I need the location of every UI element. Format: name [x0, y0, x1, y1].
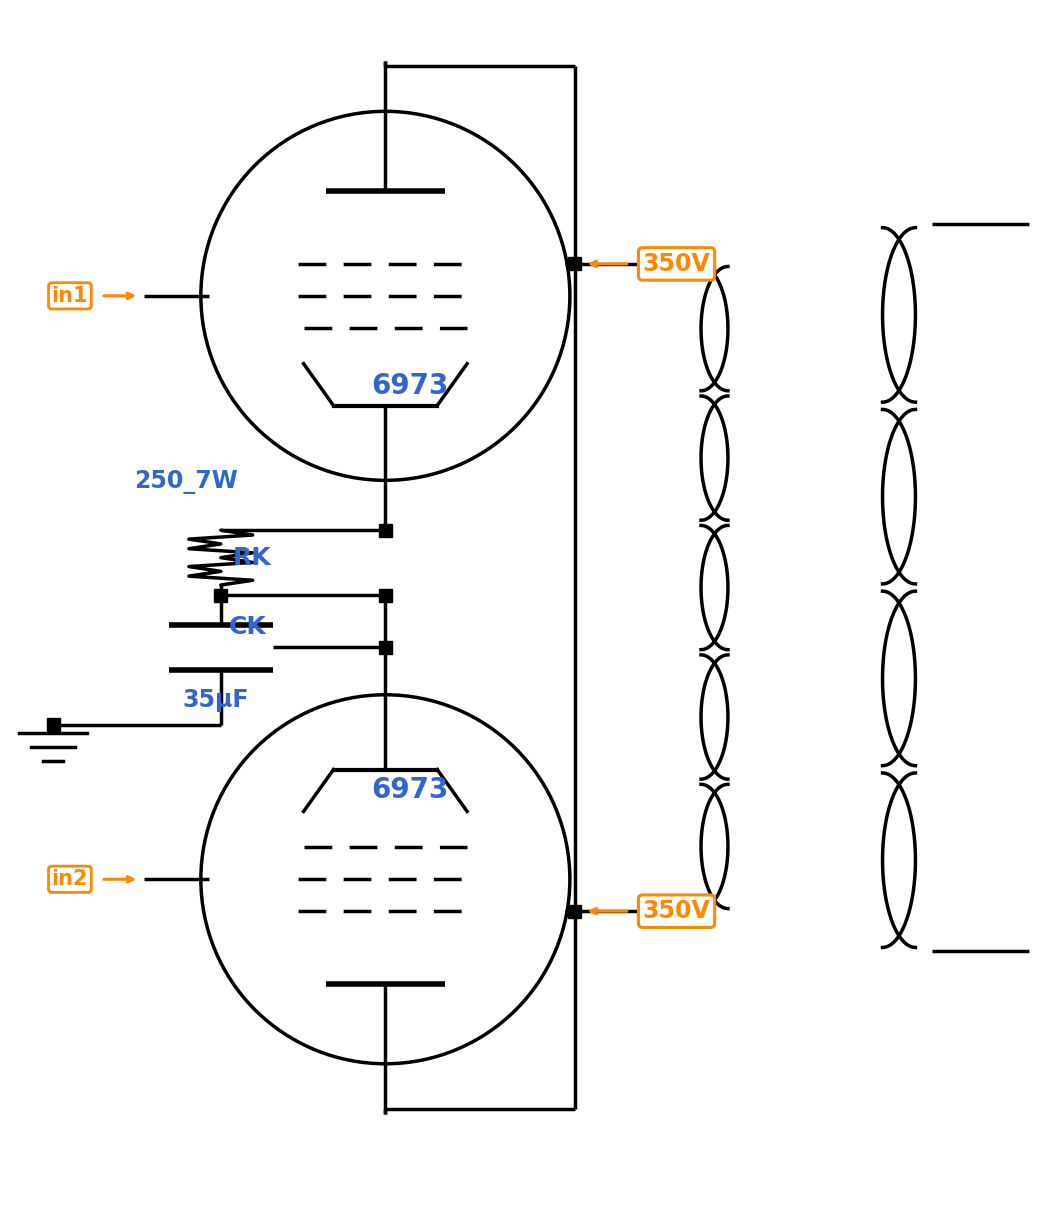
Text: in1: in1 — [52, 286, 89, 306]
Bar — [379, 524, 392, 537]
Text: 6973: 6973 — [372, 775, 449, 803]
Text: 35μF: 35μF — [182, 688, 249, 712]
Bar — [215, 588, 227, 601]
Bar — [568, 905, 581, 917]
Text: 6973: 6973 — [372, 372, 449, 400]
Text: in2: in2 — [52, 869, 89, 889]
Bar — [47, 718, 59, 731]
Text: CK: CK — [229, 616, 267, 639]
Text: 350V: 350V — [643, 899, 711, 923]
Bar — [379, 640, 392, 654]
Text: 350V: 350V — [643, 252, 711, 276]
Bar — [568, 258, 581, 271]
Text: RK: RK — [232, 546, 271, 570]
Bar — [379, 588, 392, 601]
Text: 250_7W: 250_7W — [134, 470, 238, 495]
